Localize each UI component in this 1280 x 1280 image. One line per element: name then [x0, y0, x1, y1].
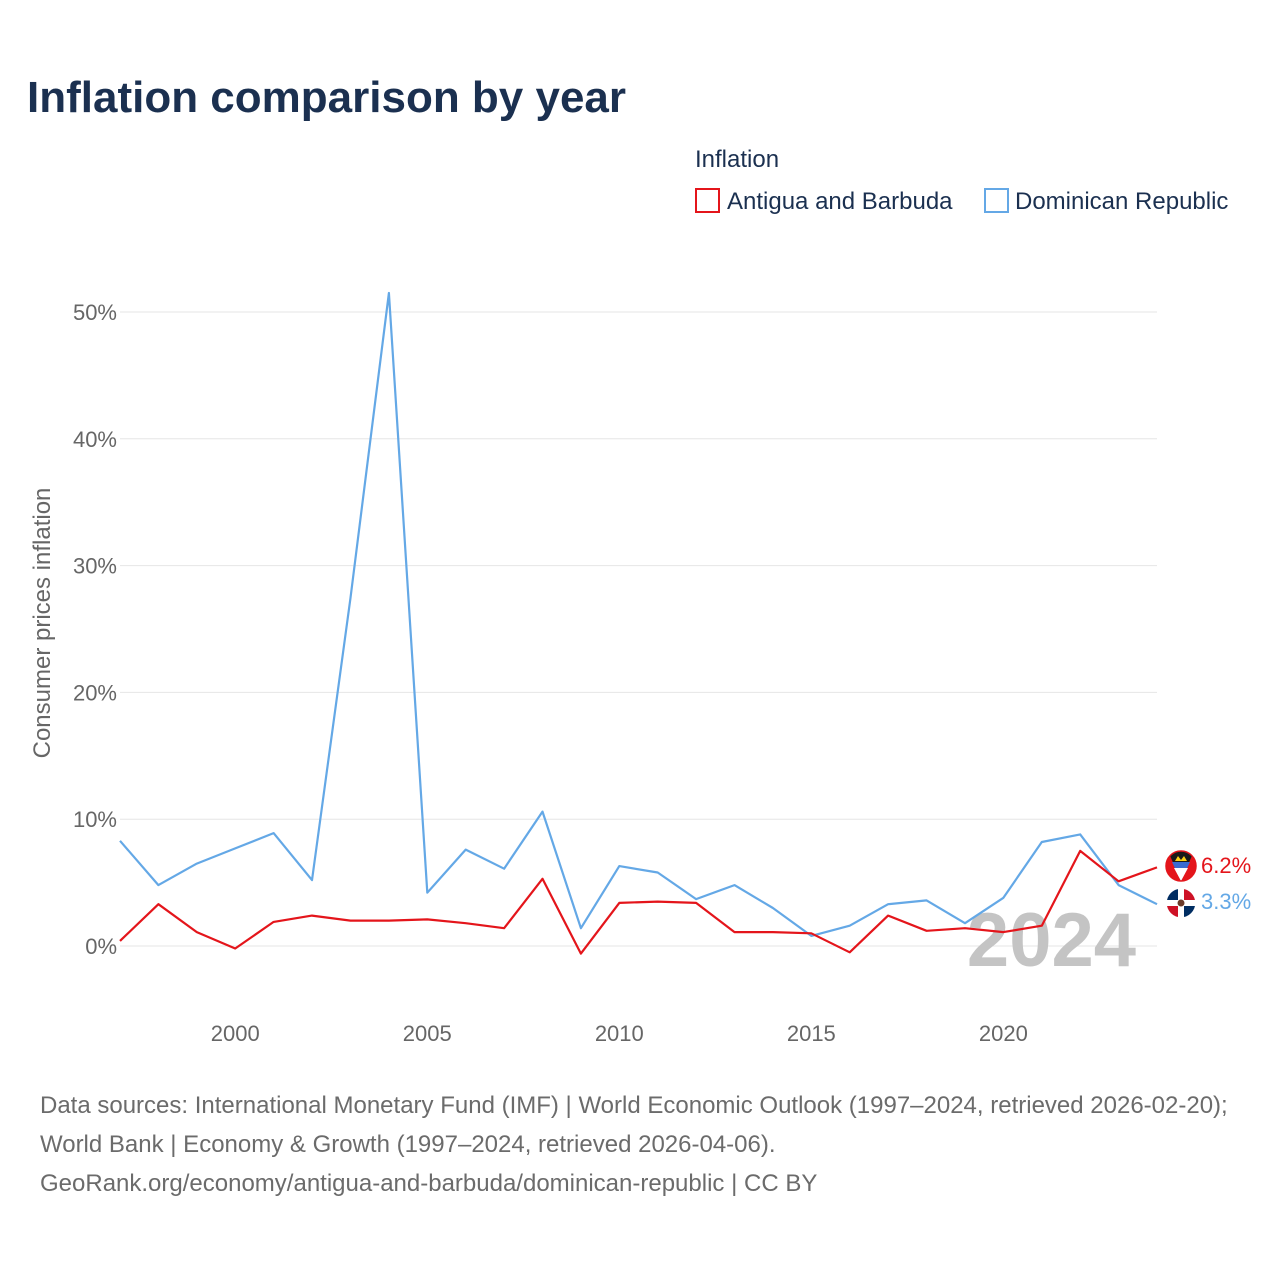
- x-tick-label: 2005: [403, 1021, 452, 1046]
- series-line-antigua[interactable]: [119, 849, 1158, 955]
- source-line-2: GeoRank.org/economy/antigua-and-barbuda/…: [40, 1170, 818, 1197]
- dominican-republic-flag-icon: [1165, 887, 1197, 919]
- legend-swatch-antigua: [695, 188, 720, 213]
- gridlines: [120, 311, 1157, 947]
- y-tick-label: 10%: [73, 807, 117, 832]
- series: [119, 291, 1158, 955]
- y-tick-label: 40%: [73, 427, 117, 452]
- legend-item-antigua[interactable]: Antigua and Barbuda: [695, 188, 953, 215]
- legend-label-dominican: Dominican Republic: [1015, 188, 1228, 215]
- x-tick-label: 2010: [595, 1021, 644, 1046]
- legend-swatch-dominican: [984, 188, 1009, 213]
- y-tick-label: 20%: [73, 680, 117, 705]
- source-note: Data sources: International Monetary Fun…: [40, 1086, 1245, 1203]
- legend-label-antigua: Antigua and Barbuda: [727, 188, 953, 215]
- y-tick-label: 0%: [85, 934, 117, 959]
- y-tick-label: 30%: [73, 554, 117, 579]
- x-tick-label: 2020: [979, 1021, 1028, 1046]
- chart-title: Inflation comparison by year: [27, 73, 626, 122]
- y-tick-label: 50%: [73, 300, 117, 325]
- series-line-dominican[interactable]: [119, 291, 1158, 938]
- x-axis-ticks: 2000 2005 2010 2015 2020: [211, 1021, 1028, 1046]
- legend-title: Inflation: [695, 146, 779, 173]
- antigua-flag-icon: [1165, 850, 1197, 882]
- source-line-1: Data sources: International Monetary Fun…: [40, 1092, 1228, 1158]
- x-tick-label: 2015: [787, 1021, 836, 1046]
- y-axis-ticks: 0% 10% 20% 30% 40% 50%: [73, 300, 117, 959]
- x-tick-label: 2000: [211, 1021, 260, 1046]
- end-label-dominican: 3.3%: [1201, 889, 1251, 914]
- y-axis-title: Consumer prices inflation: [29, 488, 56, 759]
- chart: Inflation comparison by year Inflation A…: [27, 73, 1251, 1046]
- year-watermark: 2024: [967, 898, 1136, 983]
- end-label-antigua: 6.2%: [1201, 853, 1251, 878]
- legend-item-dominican[interactable]: Dominican Republic: [984, 188, 1228, 215]
